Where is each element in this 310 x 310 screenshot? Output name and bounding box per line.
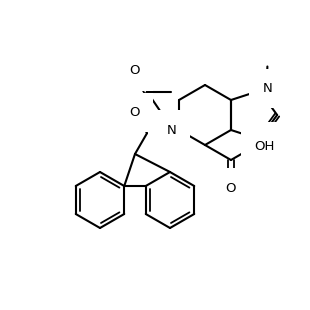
Text: N: N	[263, 82, 272, 95]
Text: O: O	[130, 106, 140, 119]
Text: N: N	[167, 123, 177, 136]
Text: O: O	[130, 64, 140, 78]
Text: N: N	[263, 135, 272, 148]
Text: OH: OH	[254, 140, 275, 153]
Text: O: O	[226, 181, 236, 194]
